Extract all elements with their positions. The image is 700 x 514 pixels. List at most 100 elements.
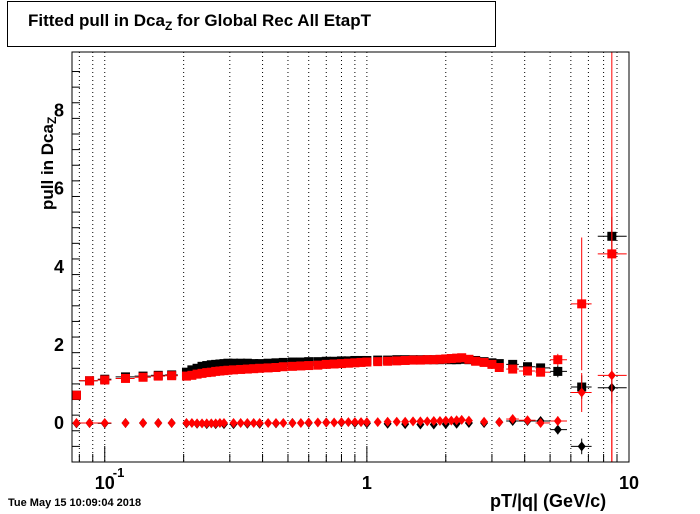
data-point — [215, 417, 224, 428]
data-point — [435, 416, 444, 426]
data-point — [85, 376, 95, 386]
data-point — [408, 355, 418, 365]
data-point — [255, 363, 265, 373]
data-point — [435, 354, 445, 364]
data-point — [577, 299, 587, 309]
data-point — [553, 355, 563, 365]
data-point — [193, 418, 202, 429]
title-box: Fitted pull in DcaZ for Global Rec All E… — [7, 1, 496, 47]
y-tick-label: 4 — [54, 257, 64, 277]
data-point — [392, 356, 402, 366]
data-point — [242, 364, 252, 374]
data-point — [271, 417, 280, 428]
data-point — [85, 417, 94, 428]
data-point — [447, 415, 456, 426]
x-axis-label: pT/|q| (GeV/c) — [490, 491, 607, 511]
x-tick-label-exponent: -1 — [113, 465, 125, 480]
data-point — [197, 361, 207, 371]
x-tick-label: 10 — [619, 473, 639, 493]
data-point — [344, 417, 353, 428]
data-point — [100, 417, 109, 428]
data-point — [330, 417, 339, 428]
data-point — [207, 418, 216, 429]
grid-lines — [78, 52, 630, 462]
data-point — [72, 417, 81, 428]
data-point — [255, 417, 264, 428]
data-point — [219, 417, 228, 428]
data-point — [336, 359, 346, 369]
data-point — [553, 424, 562, 435]
data-point — [392, 416, 401, 427]
data-point — [409, 416, 418, 427]
data-point — [383, 416, 392, 427]
data-point — [508, 414, 517, 425]
y-axis-label-main: pull in Dca — [38, 124, 57, 210]
y-axis-label: pull in DcaZ — [5, 40, 59, 210]
data-point — [523, 366, 533, 376]
series-1 — [72, 372, 627, 455]
data-point — [255, 359, 265, 369]
data-point — [508, 364, 518, 374]
data-point — [229, 358, 239, 368]
data-point — [452, 353, 462, 363]
data-point — [457, 353, 467, 363]
axis-ticks — [72, 71, 630, 463]
data-point — [383, 356, 393, 366]
chart-title-rest: for Global Rec All EtapT — [172, 11, 371, 30]
series-2 — [71, 52, 627, 462]
data-point — [198, 418, 207, 429]
data-point — [223, 358, 233, 368]
data-markers — [71, 52, 627, 462]
series-3 — [72, 180, 627, 462]
data-point — [479, 357, 489, 367]
data-point — [296, 417, 305, 428]
data-point — [429, 355, 439, 365]
data-point — [415, 355, 425, 365]
data-point — [187, 417, 196, 428]
data-point — [464, 415, 473, 426]
data-point — [249, 417, 258, 428]
data-point — [202, 418, 211, 429]
data-point — [192, 369, 202, 379]
data-point — [357, 417, 366, 428]
data-point — [139, 417, 148, 428]
data-point — [401, 416, 410, 427]
data-point — [523, 415, 532, 426]
data-point — [313, 417, 322, 428]
data-point — [343, 358, 353, 368]
data-point — [356, 357, 366, 367]
data-point — [182, 417, 191, 428]
data-point — [422, 355, 432, 365]
data-point — [100, 375, 110, 385]
data-point — [187, 370, 197, 380]
data-point — [329, 359, 339, 369]
data-point — [236, 364, 246, 374]
chart-title-subscript: Z — [164, 19, 173, 33]
x-tick-label: 10 — [95, 473, 115, 493]
data-point — [202, 368, 212, 378]
data-point — [71, 390, 81, 400]
chart-title-main: Fitted pull in Dca — [28, 11, 165, 30]
data-point — [362, 417, 371, 428]
data-point — [471, 356, 481, 366]
data-point — [263, 358, 273, 368]
chart-title: Fitted pull in DcaZ for Global Rec All E… — [28, 11, 371, 33]
data-point — [313, 360, 323, 370]
data-point — [271, 363, 281, 373]
data-point — [416, 416, 425, 427]
data-point — [553, 416, 562, 426]
data-point — [495, 417, 504, 428]
data-point — [242, 358, 252, 368]
data-point — [249, 359, 259, 369]
data-point — [441, 415, 450, 426]
data-point — [187, 365, 197, 375]
data-point — [167, 371, 177, 381]
data-point — [243, 417, 252, 428]
data-point — [223, 365, 233, 375]
data-point — [464, 354, 474, 364]
data-point — [321, 359, 331, 369]
data-point — [577, 441, 586, 452]
y-tick-label: 0 — [54, 413, 64, 433]
